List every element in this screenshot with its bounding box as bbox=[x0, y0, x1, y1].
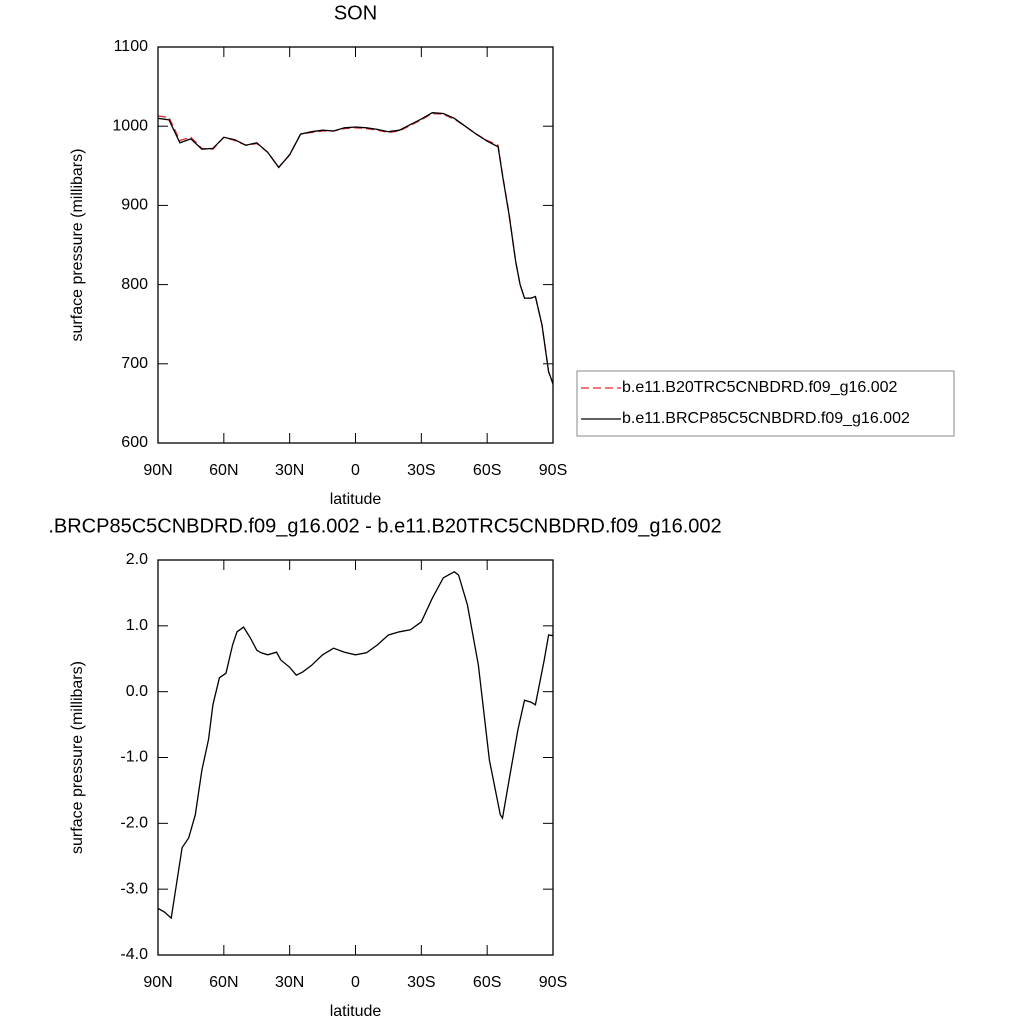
y-axis-label: surface pressure (millibars) bbox=[69, 149, 86, 342]
x-tick-label: 30N bbox=[275, 974, 304, 991]
x-tick-label: 0 bbox=[351, 462, 360, 479]
plot-frame bbox=[157, 559, 554, 956]
y-tick-label: 700 bbox=[121, 355, 148, 372]
x-tick-label: 30N bbox=[275, 462, 304, 479]
y-tick-label: 1000 bbox=[112, 117, 148, 134]
x-tick-label: 90N bbox=[143, 974, 172, 991]
y-tick-label: 2.0 bbox=[126, 551, 148, 568]
legend-label: b.e11.BRCP85C5CNBDRD.f09_g16.002 bbox=[622, 410, 910, 427]
data-line bbox=[157, 112, 554, 384]
y-tick-label: 1100 bbox=[114, 38, 149, 55]
x-tick-label: 30S bbox=[407, 974, 435, 991]
y-axis-label: surface pressure (millibars) bbox=[69, 661, 86, 854]
x-tick-label: 90S bbox=[539, 462, 567, 479]
y-tick-label: 900 bbox=[121, 197, 148, 214]
legend-label: b.e11.B20TRC5CNBDRD.f09_g16.002 bbox=[622, 379, 898, 396]
y-tick-label: 600 bbox=[121, 434, 148, 451]
data-line bbox=[157, 571, 554, 920]
x-axis-label: latitude bbox=[330, 1003, 382, 1020]
data-line bbox=[157, 112, 554, 385]
y-tick-label: -2.0 bbox=[120, 815, 148, 832]
x-tick-label: 60N bbox=[209, 462, 238, 479]
x-tick-label: 0 bbox=[351, 974, 360, 991]
y-tick-label: 800 bbox=[121, 276, 148, 293]
x-tick-label: 90S bbox=[539, 974, 567, 991]
y-tick-label: -4.0 bbox=[120, 946, 148, 963]
chart-title: .BRCP85C5CNBDRD.f09_g16.002 - b.e11.B20T… bbox=[48, 515, 721, 537]
chart-title: SON bbox=[334, 2, 377, 24]
x-tick-label: 60S bbox=[473, 462, 501, 479]
x-tick-label: 60S bbox=[473, 974, 501, 991]
y-tick-label: 0.0 bbox=[126, 683, 148, 700]
x-tick-label: 60N bbox=[209, 974, 238, 991]
x-tick-label: 30S bbox=[407, 462, 435, 479]
x-axis-label: latitude bbox=[330, 491, 382, 508]
x-tick-label: 90N bbox=[143, 462, 172, 479]
y-tick-label: -1.0 bbox=[120, 749, 148, 766]
y-tick-label: -3.0 bbox=[120, 880, 148, 897]
y-tick-label: 1.0 bbox=[126, 617, 148, 634]
legend-box bbox=[576, 370, 955, 437]
plot-frame bbox=[157, 46, 554, 444]
